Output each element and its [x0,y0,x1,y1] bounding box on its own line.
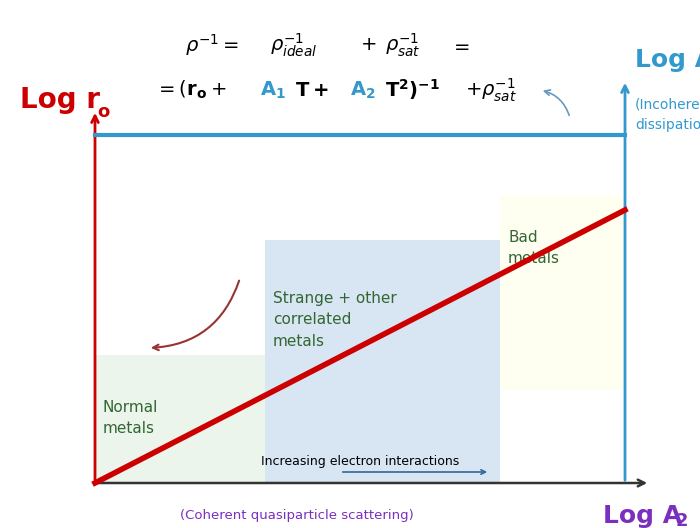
Text: $=$: $=$ [450,35,470,54]
Text: dissipation): dissipation) [635,118,700,132]
Text: Log A: Log A [635,48,700,72]
Bar [500,195,625,390]
Text: Increasing electron interactions: Increasing electron interactions [261,456,459,468]
Text: 2: 2 [676,512,689,528]
Text: (Coherent quasiparticle scattering): (Coherent quasiparticle scattering) [180,510,414,523]
Text: Log r: Log r [20,86,100,114]
Text: $\mathbf{A_2}$: $\mathbf{A_2}$ [350,79,376,101]
Text: o: o [97,103,109,121]
Text: Bad
metals: Bad metals [508,230,560,266]
Text: Normal
metals: Normal metals [103,400,158,436]
Bar [265,240,500,483]
Text: $+$: $+$ [360,35,377,54]
Text: $+ \rho^{-1}_{sat}$: $+ \rho^{-1}_{sat}$ [465,77,517,103]
Text: (Incoherent: (Incoherent [635,98,700,112]
Text: $\mathbf{T +}$: $\mathbf{T +}$ [295,80,328,99]
Text: $\mathbf{T^2)^{-1}}$: $\mathbf{T^2)^{-1}}$ [385,78,440,102]
Text: $\rho^{-1}_{ideal}$: $\rho^{-1}_{ideal}$ [270,31,317,59]
Text: $\rho^{-1}_{sat}$: $\rho^{-1}_{sat}$ [385,31,421,59]
Text: $= (\mathbf{r_o}+$: $= (\mathbf{r_o}+$ [155,79,227,101]
Text: Log A: Log A [603,504,682,528]
Text: Strange + other
correlated
metals: Strange + other correlated metals [273,291,397,348]
Text: $\rho^{-1}=$: $\rho^{-1}=$ [185,32,239,58]
Text: $\mathbf{A_1}$: $\mathbf{A_1}$ [260,79,286,101]
Bar [95,355,265,483]
